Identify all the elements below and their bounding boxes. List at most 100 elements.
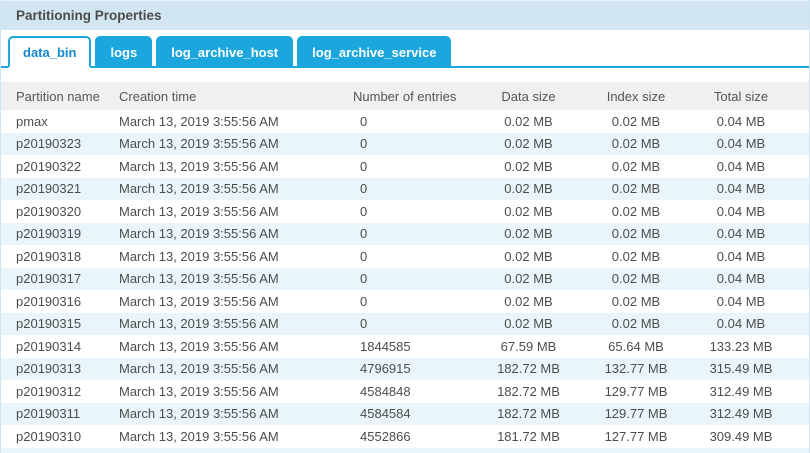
table-cell: 0 [360,136,368,152]
table-row: p20190314 March 13, 2019 3:55:56 AM 184458… [1,335,809,358]
table-cell: 4584848 [360,383,411,399]
table-cell: pmax [16,113,48,129]
table-cell: 4584584 [360,406,411,422]
table-cell: 0.02 MB [611,271,661,287]
table-row: p20190313 March 13, 2019 3:55:56 AM 479691… [1,357,809,380]
table-header-row: Partition name Creation time Number of ent… [1,82,809,110]
table-cell: 309.49 MB [709,428,773,444]
table-cell: 0 [360,293,368,309]
table-cell: 181.72 MB [497,428,560,444]
table-cell: 0.04 MB [716,113,766,129]
table-cell: 0.02 MB [611,158,661,174]
column-header: Total size [686,82,809,110]
table-cell: p20190323 [16,136,82,152]
column-header: Index size [586,82,686,110]
table-cell: p20190314 [16,338,82,354]
table-cell: p20190318 [16,248,82,264]
table-cell: 1844585 [360,338,411,354]
table-cell: 0.02 MB [504,136,553,152]
table-row: p20190319 March 13, 2019 3:55:56 AM 0 0.02 … [1,222,809,245]
table-row: p20190312 March 13, 2019 3:55:56 AM 458484… [1,380,809,403]
table-row: p20190318 March 13, 2019 3:55:56 AM 0 0.02 … [1,245,809,268]
column-header: Partition name [1,82,104,110]
table-cell: March 13, 2019 3:55:56 AM [119,271,279,287]
table-cell: March 13, 2019 3:55:56 AM [119,203,279,219]
tab-log_archive_host[interactable]: log_archive_host [156,36,294,66]
table-cell: 0.04 MB [716,203,766,219]
table-cell: 129.77 MB [604,406,668,422]
table-cell: 0.02 MB [504,293,553,309]
tab-data_bin[interactable]: data_bin [8,36,92,68]
table-cell: 0.02 MB [611,113,661,129]
table-row: pmax March 13, 2019 3:55:56 AM 0 0.02 MB 0.0… [1,110,809,133]
table-cell: 0.04 MB [716,271,766,287]
table-cell: p20190310 [16,428,82,444]
table-cell: March 13, 2019 3:55:56 AM [119,316,279,332]
table-cell: 67.59 MB [500,338,557,354]
tab-log_archive_service[interactable]: log_archive_service [297,36,452,66]
table-cell: 0.04 MB [716,181,766,197]
table-cell: March 13, 2019 3:55:56 AM [119,361,279,377]
table-cell: 0.04 MB [716,158,766,174]
column-header: Data size [471,82,586,110]
table-cell: 129.77 MB [604,383,668,399]
table-cell: 0.02 MB [611,181,661,197]
table-row: p20190321 March 13, 2019 3:55:56 AM 0 0.02 … [1,177,809,200]
table-cell: 0 [360,181,368,197]
table-cell: 0.04 MB [716,293,766,309]
table-cell: p20190321 [16,181,82,197]
table-cell: March 13, 2019 3:55:56 AM [119,181,279,197]
table-cell: 0 [360,113,368,129]
table-cell: p20190317 [16,271,82,287]
panel-title: Partitioning Properties [1,0,809,30]
table-cell: 182.72 MB [497,383,560,399]
table-body: pmax March 13, 2019 3:55:56 AM 0 0.02 MB 0.0… [1,110,809,448]
table-cell: 0 [360,226,368,242]
partition-table-wrap: Partition name Creation time Number of ent… [1,82,809,453]
table-cell: 315.49 MB [709,361,773,377]
table-cell: 0.02 MB [504,248,553,264]
table-cell: March 13, 2019 3:55:56 AM [119,158,279,174]
table-row: p20190310 March 13, 2019 3:55:56 AM 455286… [1,425,809,448]
table-cell: 0.02 MB [504,316,553,332]
table-cell: March 13, 2019 3:55:56 AM [119,406,279,422]
table-cell: March 13, 2019 3:55:56 AM [119,428,279,444]
table-cell: 0.02 MB [611,136,661,152]
table-cell: 0 [360,158,368,174]
table-cell: 0.02 MB [611,316,661,332]
table-cell: p20190316 [16,293,82,309]
table-row: p20190317 March 13, 2019 3:55:56 AM 0 0.02 … [1,267,809,290]
table-cell: 0.04 MB [716,136,766,152]
table-cell: 0 [360,248,368,264]
table-cell: 0.04 MB [716,248,766,264]
table-cell: 0 [360,271,368,287]
table-cell: March 13, 2019 3:55:56 AM [119,248,279,264]
table-cell: March 13, 2019 3:55:56 AM [119,136,279,152]
table-cell: 132.77 MB [604,361,668,377]
tab-logs[interactable]: logs [95,36,153,66]
table-cell: p20190313 [16,361,82,377]
table-cell: 65.64 MB [608,338,664,354]
table-cell: March 13, 2019 3:55:56 AM [119,226,279,242]
table-cell: 0 [360,316,368,332]
table-cell: 0.04 MB [716,316,766,332]
table-row: p20190320 March 13, 2019 3:55:56 AM 0 0.02 … [1,200,809,223]
table-cell: 0.02 MB [611,248,661,264]
table-cell: p20190311 [16,406,81,422]
table-cell: 0.02 MB [504,158,553,174]
table-cell: 133.23 MB [709,338,773,354]
table-cell: March 13, 2019 3:55:56 AM [119,338,279,354]
table-cell: 0.02 MB [611,203,661,219]
table-cell: March 13, 2019 3:55:56 AM [119,383,279,399]
table-cell: 4552866 [360,428,411,444]
table-cell: 182.72 MB [497,361,560,377]
table-cell: 312.49 MB [709,383,773,399]
table-row: p20190311 March 13, 2019 3:55:56 AM 458458… [1,402,809,425]
table-cell: p20190322 [16,158,82,174]
table-cell: 0.02 MB [611,226,661,242]
table-cell: 182.72 MB [497,406,560,422]
table-cell: p20190320 [16,203,82,219]
table-cell: 4796915 [360,361,411,377]
table-cell: 0.04 MB [716,226,766,242]
